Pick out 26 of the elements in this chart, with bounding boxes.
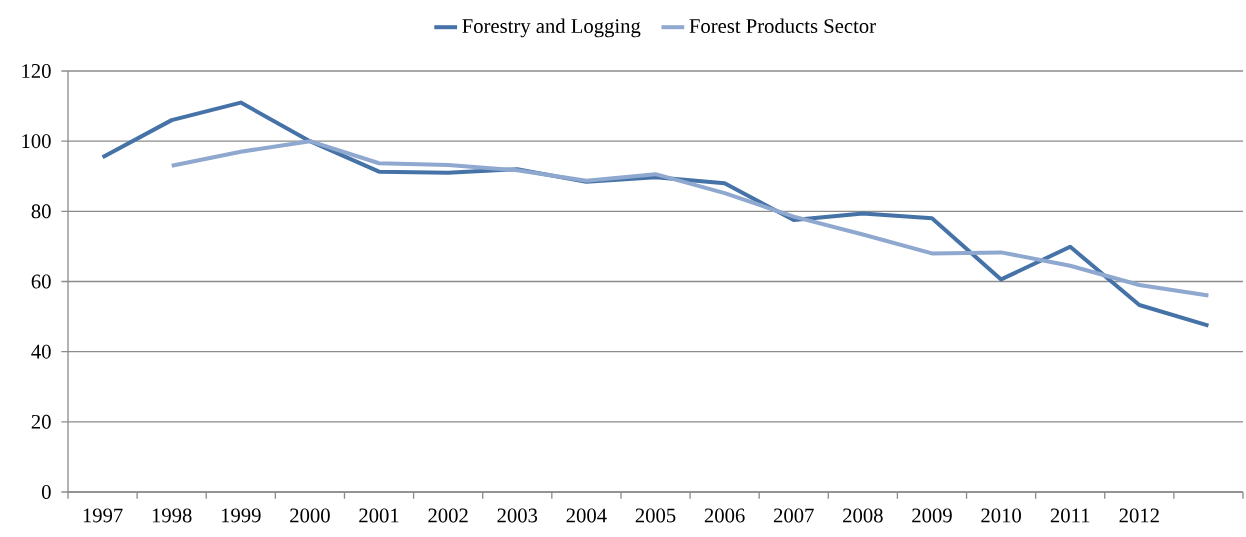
- y-tick-label: 80: [31, 204, 51, 219]
- x-tick-label: 2000: [290, 508, 330, 523]
- x-tick-label: 2003: [497, 508, 538, 523]
- y-tick-label: 60: [31, 274, 51, 289]
- y-tick-label: 40: [31, 344, 51, 359]
- y-tick-label: 20: [31, 414, 51, 429]
- x-tick-label: 1999: [221, 508, 261, 523]
- y-tick-label: 100: [22, 134, 51, 149]
- y-tick-label: 120: [22, 64, 51, 78]
- x-tick-label: 2002: [428, 508, 468, 523]
- legend-label: Forestry and Logging: [462, 18, 641, 38]
- x-tick-label: 1998: [152, 508, 192, 523]
- x-tick-label: 2008: [843, 508, 883, 523]
- x-tick-label: 1997: [83, 508, 123, 523]
- x-tick-label: 2005: [635, 508, 676, 523]
- legend-label: Forest Products Sector: [689, 18, 876, 34]
- x-tick-label: 2011: [1050, 508, 1090, 523]
- x-tick-label: 2001: [359, 508, 399, 523]
- line-series: [169, 139, 1211, 298]
- x-tick-label: 2012: [1119, 508, 1159, 523]
- y-tick-label: 0: [41, 485, 51, 499]
- x-tick-label: 2009: [912, 508, 952, 523]
- x-tick-label: 2010: [981, 508, 1021, 523]
- x-tick-label: 2006: [704, 508, 745, 523]
- x-tick-label: 2007: [773, 508, 814, 523]
- x-tick-label: 2004: [566, 508, 607, 523]
